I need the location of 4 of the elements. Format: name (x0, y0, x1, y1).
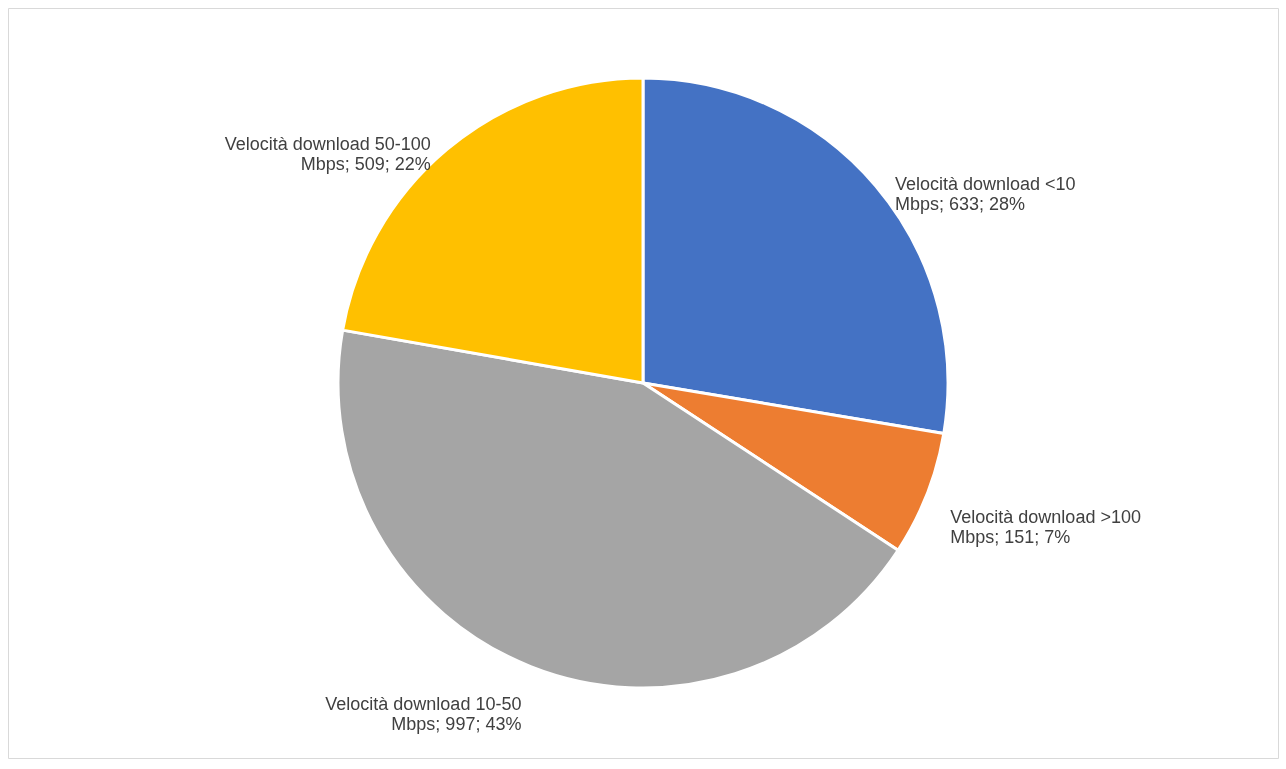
slice-label: Velocità download >100 Mbps; 151; 7% (950, 507, 1141, 548)
slice-label: Velocità download <10 Mbps; 633; 28% (894, 173, 1076, 214)
slice-label: Velocità download 50-100 Mbps; 509; 22% (224, 134, 431, 175)
slice-label: Velocità download 10-50 Mbps; 997; 43% (325, 693, 522, 734)
